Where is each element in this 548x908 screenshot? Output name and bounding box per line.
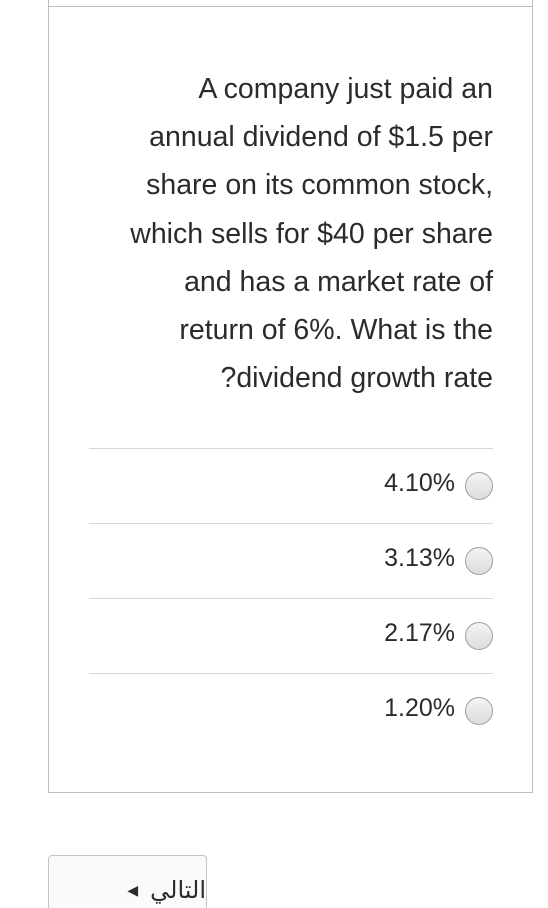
- answer-options: 4.10% 3.13% 2.17% 1.20%: [89, 448, 493, 748]
- answer-option-label: 4.10%: [384, 468, 455, 497]
- answer-option-label: 3.13%: [384, 543, 455, 572]
- card-top-divider: [49, 6, 532, 7]
- question-line: share on its common stock,: [146, 169, 493, 202]
- answer-option-1[interactable]: 4.10%: [89, 448, 493, 523]
- question-line: A company just paid an: [198, 73, 493, 105]
- caret-left-icon: ◀: [127, 882, 139, 898]
- radio-button[interactable]: [465, 622, 493, 650]
- question-line: ?dividend growth rate: [220, 362, 493, 395]
- answer-option-2[interactable]: 3.13%: [89, 523, 493, 598]
- question-line: annual dividend of $1.5 per: [149, 121, 493, 154]
- next-button-label: التالي: [150, 877, 206, 904]
- radio-button[interactable]: [465, 547, 493, 575]
- answer-option-label: 1.20%: [384, 693, 455, 722]
- radio-button[interactable]: [465, 472, 493, 500]
- question-line: and has a market rate of: [184, 265, 493, 298]
- question-card: A company just paid an annual dividend o…: [48, 0, 533, 793]
- radio-button[interactable]: [465, 697, 493, 725]
- question-text: A company just paid an annual dividend o…: [89, 65, 493, 402]
- answer-option-3[interactable]: 2.17%: [89, 598, 493, 673]
- answer-option-label: 2.17%: [384, 618, 455, 647]
- question-line: which sells for $40 per share: [130, 217, 493, 250]
- next-button[interactable]: التالي ◀: [48, 855, 207, 908]
- answer-option-4[interactable]: 1.20%: [89, 673, 493, 748]
- question-line: return of 6%. What is the: [179, 314, 493, 347]
